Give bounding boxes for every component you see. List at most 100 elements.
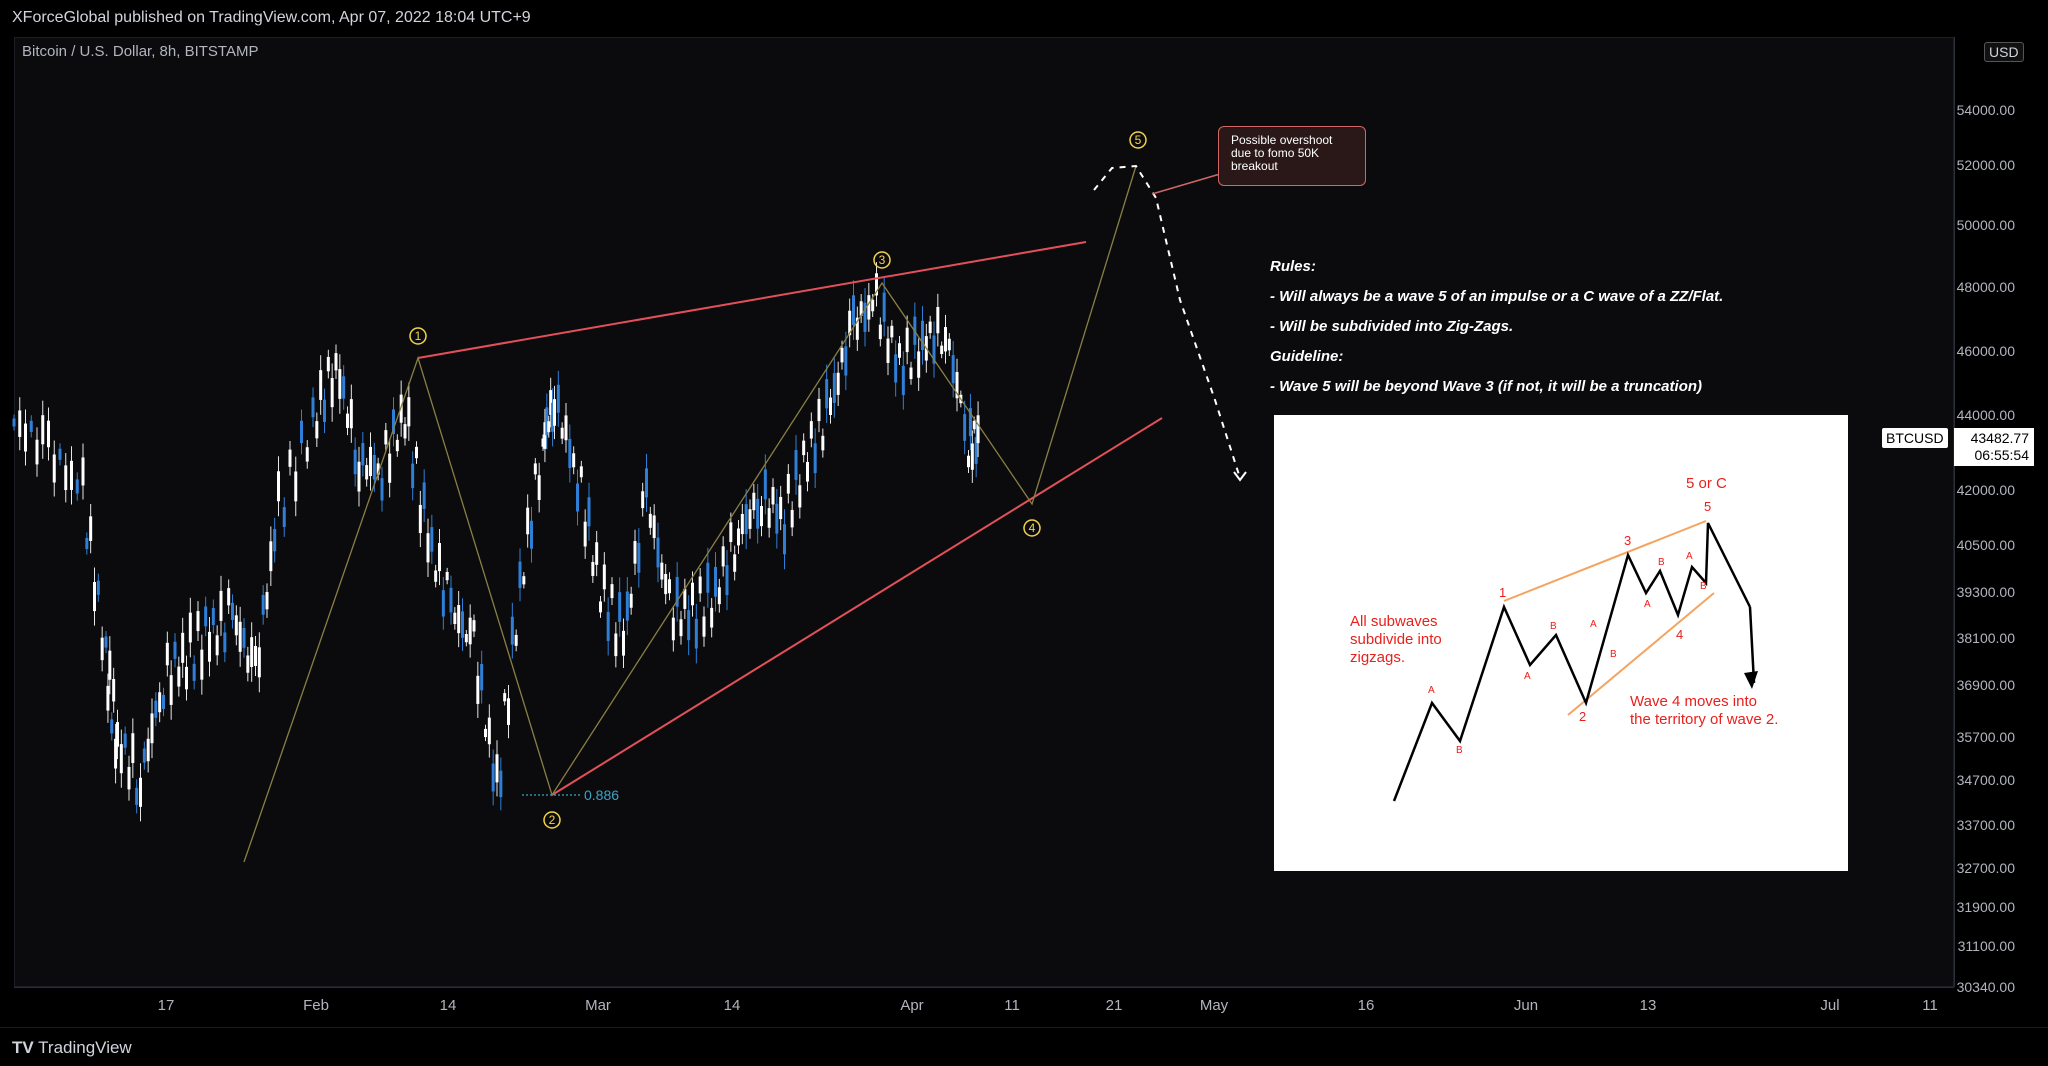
candle-body bbox=[963, 414, 967, 441]
y-tick-label: 48000.00 bbox=[1956, 279, 2015, 295]
candle-body bbox=[211, 608, 215, 626]
candle-body bbox=[968, 407, 972, 437]
x-tick-label: Feb bbox=[303, 997, 329, 1014]
y-tick-label: 36900.00 bbox=[1956, 677, 2015, 693]
candle-body bbox=[261, 594, 265, 615]
callout-line-1: Possible overshoot bbox=[1231, 133, 1333, 147]
candle-body bbox=[12, 418, 16, 427]
candle-body bbox=[294, 471, 298, 502]
candle-body bbox=[315, 421, 319, 439]
candle-body bbox=[75, 479, 79, 494]
x-tick-label: 11 bbox=[1922, 997, 1938, 1014]
candle-body bbox=[372, 454, 376, 480]
upper-channel-line bbox=[417, 241, 1087, 359]
projection-path bbox=[1093, 164, 1241, 479]
candle-body bbox=[480, 663, 484, 691]
candle-body bbox=[587, 497, 591, 527]
candle-body bbox=[476, 675, 480, 704]
price-axis[interactable]: 54000.00 52000.00 50000.00 48000.00 46000.00… bbox=[1954, 37, 2035, 995]
y-tick-label: 40500.00 bbox=[1956, 537, 2015, 553]
candle-body bbox=[323, 399, 326, 422]
candle-body bbox=[763, 469, 767, 500]
y-tick-label: 50000.00 bbox=[1956, 217, 2015, 233]
candle-body bbox=[246, 655, 250, 673]
candle-body bbox=[817, 398, 821, 422]
candle-body bbox=[369, 446, 372, 477]
candle-body bbox=[671, 617, 675, 641]
candle-body bbox=[767, 508, 771, 528]
candle-body bbox=[188, 612, 192, 643]
candle-body bbox=[549, 390, 553, 415]
wave-2-marker bbox=[543, 811, 561, 829]
candle-body bbox=[760, 506, 763, 527]
candle-body bbox=[783, 524, 786, 555]
candle-body bbox=[208, 631, 211, 662]
candle-body bbox=[928, 321, 932, 334]
candle-body bbox=[725, 565, 729, 596]
publisher-text: XForceGlobal published on TradingView.co… bbox=[12, 9, 531, 26]
diagram-label-b1: B bbox=[1456, 745, 1463, 756]
candle-body bbox=[748, 509, 752, 529]
candle-body bbox=[679, 619, 683, 637]
candle-body bbox=[438, 543, 441, 572]
candle-body bbox=[395, 439, 399, 452]
candle-body bbox=[300, 420, 303, 444]
candle-body bbox=[35, 439, 39, 465]
candle-body bbox=[867, 295, 871, 320]
rules-title: Rules: bbox=[1270, 258, 1316, 275]
candle-body bbox=[131, 733, 135, 764]
diagram-note-subwaves: All subwaves subdivide into zigzags. bbox=[1350, 613, 1442, 667]
diagram-svg bbox=[1392, 520, 1758, 802]
candle-body bbox=[533, 463, 537, 475]
candle-body bbox=[257, 647, 261, 678]
candle-body bbox=[610, 584, 614, 599]
candle-body bbox=[112, 679, 116, 702]
callout-line-3: breakout bbox=[1231, 159, 1278, 173]
candle-body bbox=[116, 722, 119, 747]
candle-body bbox=[238, 621, 242, 652]
candle-body bbox=[848, 310, 852, 336]
overshoot-callout[interactable]: Possible overshoot due to fomo 50K break… bbox=[1218, 126, 1366, 186]
time-axis[interactable] bbox=[14, 987, 1954, 1028]
candle-body bbox=[656, 537, 660, 568]
x-tick-label: Jun bbox=[1513, 997, 1539, 1014]
candle-body bbox=[100, 637, 104, 661]
candle-body bbox=[717, 587, 721, 605]
candle-body bbox=[691, 582, 694, 606]
y-tick-label: 42000.00 bbox=[1956, 482, 2015, 498]
candle-body bbox=[863, 302, 867, 332]
currency-button[interactable]: USD bbox=[1984, 42, 2024, 62]
candle-body bbox=[633, 541, 637, 564]
candle-body bbox=[89, 516, 93, 541]
candle-body bbox=[158, 692, 162, 713]
candle-body bbox=[641, 491, 645, 509]
diagram-arrow-line bbox=[1748, 606, 1756, 684]
candle-body bbox=[599, 601, 602, 613]
candle-body bbox=[93, 582, 96, 612]
candle-body bbox=[545, 407, 549, 436]
candle-body bbox=[457, 605, 461, 634]
candle-body bbox=[365, 465, 369, 480]
candle-body bbox=[572, 453, 576, 468]
candle-body bbox=[660, 562, 664, 580]
candle-body bbox=[346, 413, 349, 428]
candle-body bbox=[852, 295, 855, 326]
candle-body bbox=[507, 698, 510, 725]
candle-body bbox=[775, 503, 779, 534]
candle-body bbox=[543, 422, 547, 449]
candle-body bbox=[142, 748, 146, 763]
candle-body bbox=[721, 546, 725, 567]
x-tick-label: 21 bbox=[1105, 997, 1123, 1014]
y-tick-label: 38100.00 bbox=[1956, 630, 2015, 646]
diagram-label-2: 2 bbox=[1579, 709, 1587, 724]
candle-body bbox=[234, 615, 238, 636]
diagram-note-line-4: Wave 4 moves into bbox=[1630, 693, 1757, 710]
candle-body bbox=[932, 335, 936, 364]
candle-body bbox=[81, 457, 85, 486]
candle-body bbox=[522, 576, 526, 585]
candle-body bbox=[200, 649, 204, 680]
tradingview-logo[interactable]: TV TradingView bbox=[12, 1038, 132, 1058]
diagram-label-a3: A bbox=[1590, 619, 1597, 630]
rule-1: - Will always be a wave 5 of an impulse … bbox=[1270, 288, 1724, 305]
candle-body bbox=[123, 733, 127, 748]
